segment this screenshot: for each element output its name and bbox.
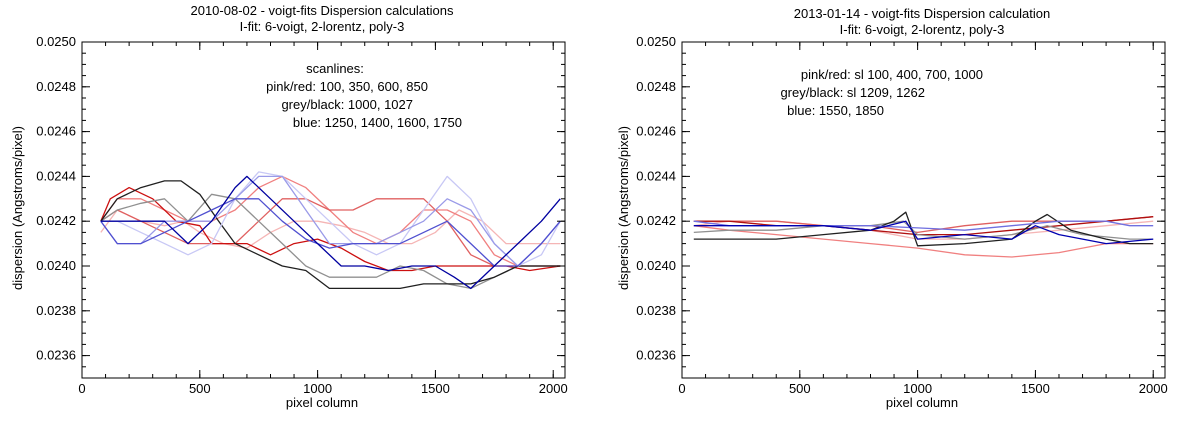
series-line-sl-1850 — [693, 220, 1154, 245]
y-tick-label: 0.0250 — [36, 34, 76, 49]
annotation-line-3: blue: 1250, 1400, 1600, 1750 — [293, 115, 462, 130]
y-tick-label: 0.0240 — [636, 258, 676, 273]
dispersion-chart-2010: 2010-08-02 - voigt-fits Dispersion calcu… — [10, 3, 568, 410]
series-line-sl-1000 — [100, 193, 561, 290]
x-tick-label: 2000 — [1139, 381, 1168, 396]
y-tick-label: 0.0236 — [36, 348, 76, 363]
y-tick-label: 0.0240 — [36, 258, 76, 273]
x-tick-label: 1000 — [303, 381, 332, 396]
series-line-sl-1250 — [100, 171, 561, 267]
y-tick-label: 0.0244 — [36, 168, 76, 183]
y-tick-label: 0.0248 — [636, 79, 676, 94]
x-axis-label: pixel column — [886, 395, 958, 410]
x-tick-label: 1500 — [1021, 381, 1050, 396]
x-tick-label: 0 — [678, 381, 685, 396]
annotation-line-2: grey/black: 1000, 1027 — [281, 97, 413, 112]
chart-title: 2010-08-02 - voigt-fits Dispersion calcu… — [190, 3, 454, 18]
y-tick-label: 0.0248 — [36, 79, 76, 94]
series-line-sl-1400 — [100, 175, 561, 267]
series-group — [100, 171, 561, 290]
y-tick-label: 0.0238 — [636, 303, 676, 318]
y-tick-label: 0.0246 — [36, 124, 76, 139]
series-line-sl-600 — [100, 198, 561, 267]
annotation-line-2: blue: 1550, 1850 — [787, 103, 884, 118]
y-tick-label: 0.0246 — [636, 124, 676, 139]
y-axis-label: dispersion (Angstroms/pixel) — [10, 126, 25, 290]
y-tick-label: 0.0250 — [636, 34, 676, 49]
y-tick-label: 0.0236 — [636, 348, 676, 363]
series-line-sl-1750 — [100, 175, 561, 290]
x-tick-label: 1000 — [903, 381, 932, 396]
x-axis-label: pixel column — [286, 395, 358, 410]
annotation-line-0: scanlines: — [306, 61, 364, 76]
series-line-sl-1262 — [693, 211, 1154, 247]
chart-subtitle: I-fit: 6-voigt, 2-lorentz, poly-3 — [240, 19, 405, 34]
x-tick-label: 1500 — [421, 381, 450, 396]
y-tick-label: 0.0238 — [36, 303, 76, 318]
annotation-line-1: grey/black: sl 1209, 1262 — [780, 85, 925, 100]
y-axis-label: dispersion (Angstroms/pixel) — [616, 126, 631, 290]
x-tick-label: 500 — [789, 381, 811, 396]
chart-subtitle: I-fit: 6-voigt, 2-lorentz, poly-3 — [840, 22, 1005, 37]
series-line-sl-850 — [100, 186, 561, 272]
series-line-sl-400 — [693, 225, 1154, 258]
y-tick-label: 0.0242 — [36, 213, 76, 228]
series-line-sl-100 — [100, 209, 561, 249]
y-tick-label: 0.0242 — [636, 213, 676, 228]
y-tick-label: 0.0244 — [636, 168, 676, 183]
x-tick-label: 500 — [189, 381, 211, 396]
series-group — [693, 211, 1154, 258]
x-tick-label: 0 — [78, 381, 85, 396]
annotation-line-0: pink/red: sl 100, 400, 700, 1000 — [801, 67, 983, 82]
series-line-sl-1209 — [693, 220, 1154, 240]
chart-title: 2013-01-14 - voigt-fits Dispersion calcu… — [794, 6, 1051, 21]
dispersion-chart-2013: 2013-01-14 - voigt-fits Dispersion calcu… — [616, 6, 1168, 410]
annotation-line-1: pink/red: 100, 350, 600, 850 — [266, 79, 428, 94]
x-tick-label: 2000 — [539, 381, 568, 396]
series-line-sl-1027 — [100, 180, 561, 290]
